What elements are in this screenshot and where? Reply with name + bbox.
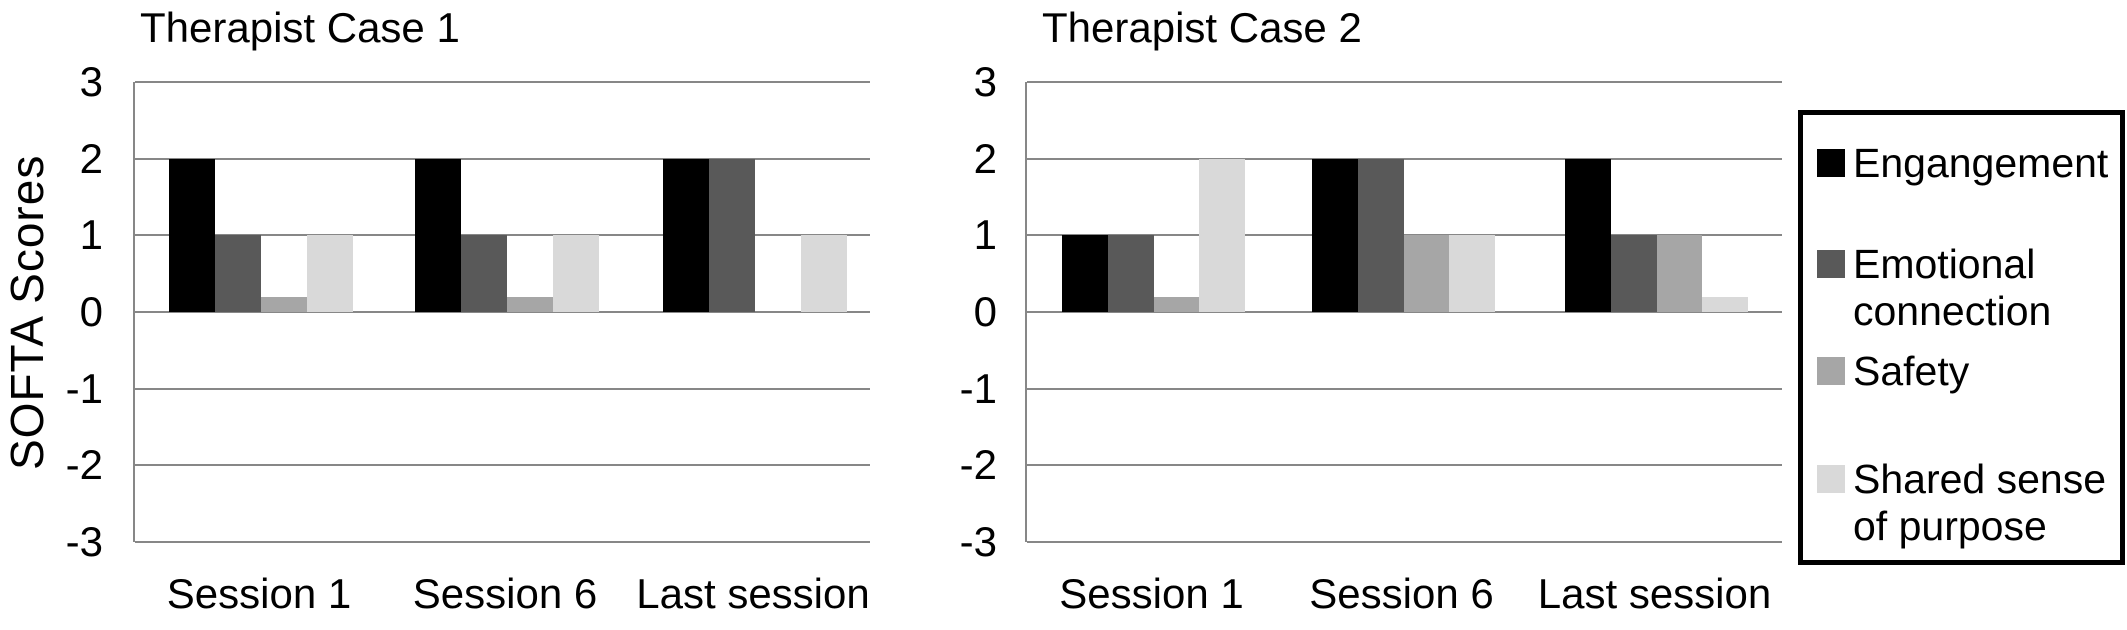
bar-group-session-1 xyxy=(169,82,353,542)
bar-shared-sense-of-purpose xyxy=(307,235,353,312)
legend-item-engagement: Engangement xyxy=(1817,140,2114,187)
bar-shared-sense-of-purpose xyxy=(553,235,599,312)
gridline-y--3 xyxy=(1027,541,1782,543)
bar-emotional-connection xyxy=(461,235,507,312)
safety-swatch-icon xyxy=(1817,357,1845,385)
chart2-title: Therapist Case 2 xyxy=(1042,4,1362,51)
shared-sense-of-purpose-swatch-icon xyxy=(1817,465,1845,493)
chart1-y-ticks: 3 2 1 0 -1 -2 -3 xyxy=(18,61,103,563)
gridline-y-2 xyxy=(135,157,870,160)
bar-engangement xyxy=(1565,158,1611,312)
gridline-y-1 xyxy=(135,234,870,237)
chart1-plot-area xyxy=(133,81,870,543)
y-tick-label: 3 xyxy=(973,58,997,105)
legend-item-shared-sense-of-purpose: Shared sense of purpose xyxy=(1817,456,2114,550)
y-tick-label: 0 xyxy=(973,288,997,335)
bar-engangement xyxy=(663,158,709,312)
bar-shared-sense-of-purpose xyxy=(801,235,847,312)
chart1-title: Therapist Case 1 xyxy=(140,4,460,51)
gridline-y-0 xyxy=(135,311,870,313)
gridline-y-1 xyxy=(1027,234,1782,237)
chart2-plot-area xyxy=(1025,81,1782,543)
bar-engangement xyxy=(1312,158,1358,312)
legend-label: Emotional connection xyxy=(1853,241,2052,334)
legend-box: Engangement Emotional connection Safety … xyxy=(1798,110,2125,565)
y-tick-label: -2 xyxy=(65,441,103,489)
bar-shared-sense-of-purpose xyxy=(1449,235,1495,312)
bar-emotional-connection xyxy=(1107,235,1154,312)
gridline-y--1 xyxy=(1027,387,1782,390)
bar-emotional-connection xyxy=(1357,158,1404,312)
bar-group-session-1 xyxy=(1062,82,1245,542)
bar-shared-sense-of-purpose xyxy=(1702,296,1748,312)
gridline-y--2 xyxy=(135,464,870,467)
emotional-connection-swatch-icon xyxy=(1817,250,1845,278)
gridline-y-3 xyxy=(135,81,870,83)
bar-group-session-6 xyxy=(415,82,599,542)
bar-safety xyxy=(1403,235,1450,312)
y-tick-label: -2 xyxy=(959,441,997,489)
y-tick-label: -3 xyxy=(959,518,997,565)
bar-engangement xyxy=(415,158,461,312)
gridline-y-0 xyxy=(1027,311,1782,313)
bar-emotional-connection xyxy=(709,158,755,312)
bar-emotional-connection xyxy=(215,235,261,312)
x-tick-label: Last session xyxy=(636,570,870,617)
y-tick-label: -1 xyxy=(959,364,997,412)
chart2-y-ticks: 3 2 1 0 -1 -2 -3 xyxy=(912,61,997,563)
bar-group-session-6 xyxy=(1312,82,1495,542)
bar-shared-sense-of-purpose xyxy=(1199,158,1245,312)
y-tick-label: 1 xyxy=(79,211,103,259)
legend-item-emotional-connection: Emotional connection xyxy=(1817,241,2114,335)
bar-engangement xyxy=(1062,235,1108,312)
bar-safety xyxy=(1153,296,1200,312)
y-tick-label: 3 xyxy=(79,58,103,105)
y-tick-label: -3 xyxy=(65,518,103,565)
bar-engangement xyxy=(169,158,215,312)
gridline-y-3 xyxy=(1027,81,1782,83)
y-tick-label: 0 xyxy=(79,288,103,335)
x-tick-label: Session 1 xyxy=(1059,570,1244,617)
gridline-y--2 xyxy=(1027,464,1782,467)
legend-label: Safety xyxy=(1853,348,1970,394)
legend-label: Engangement xyxy=(1853,140,2109,186)
x-tick-label: Last session xyxy=(1537,570,1772,617)
gridline-y-2 xyxy=(1027,157,1782,160)
x-tick-label: Session 6 xyxy=(1309,570,1494,617)
bar-group-last-session xyxy=(663,82,847,542)
bar-emotional-connection xyxy=(1610,235,1657,312)
bar-safety xyxy=(507,296,553,312)
legend-label: Shared sense of purpose xyxy=(1853,456,2107,549)
x-tick-label: Session 6 xyxy=(412,570,598,617)
gridline-y--3 xyxy=(135,541,870,543)
x-tick-label: Session 1 xyxy=(166,570,352,617)
y-tick-label: 1 xyxy=(973,211,997,259)
y-tick-label: 2 xyxy=(79,134,103,182)
bar-group-last-session xyxy=(1565,82,1748,542)
y-tick-label: -1 xyxy=(65,364,103,412)
engagement-swatch-icon xyxy=(1817,149,1845,177)
gridline-y--1 xyxy=(135,387,870,390)
y-tick-label: 2 xyxy=(973,134,997,182)
bar-safety xyxy=(261,296,307,312)
bar-safety xyxy=(1656,235,1703,312)
legend-item-safety: Safety xyxy=(1817,348,2114,395)
